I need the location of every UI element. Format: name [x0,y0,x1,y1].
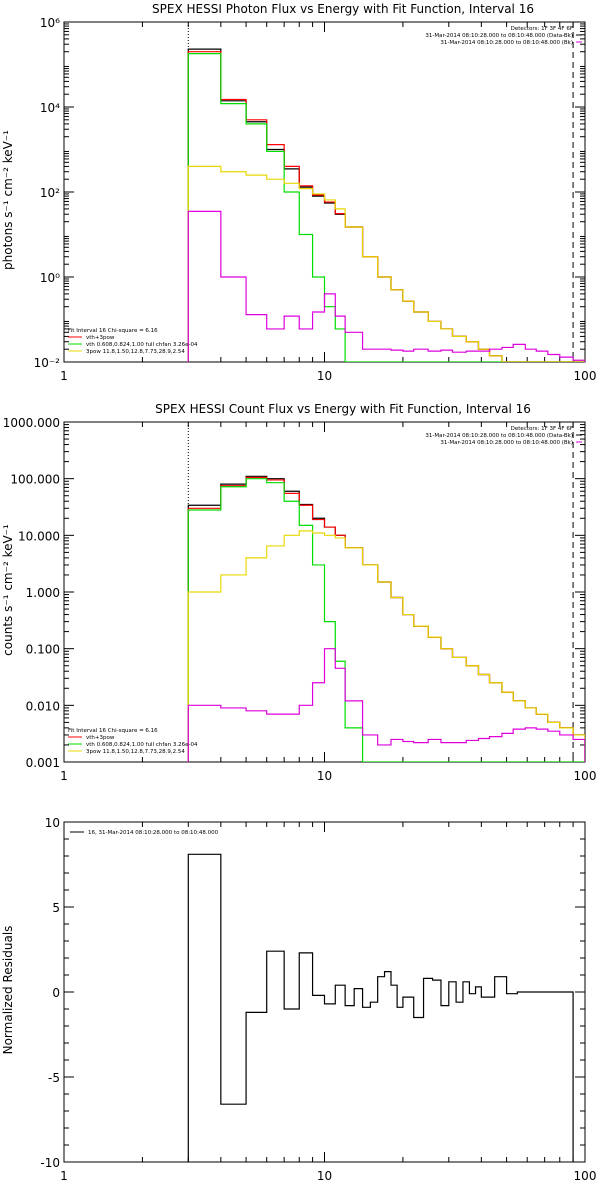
info-line: 31-Mar-2014 08:10:28.000 to 08:10:48.000… [440,440,573,446]
legend-entry: vth+3pow [86,735,115,741]
y-tick-label: 10.000 [18,529,60,543]
series-line-vth-3pow [187,51,585,362]
y-tick-label: 10⁻² [34,356,61,370]
legend-entry: 3pow 11.8,1.50,12.8,7.73,28.9,2.54 [86,349,185,355]
series-line-series4 [187,210,585,362]
y-tick-label: 10⁶ [40,16,60,30]
series-line-data [187,475,585,762]
info-line: 31-Mar-2014 08:10:28.000 to 08:10:48.000… [440,40,573,46]
legend-entry: vth+3pow [86,335,115,341]
x-tick-label: 10 [317,1169,332,1183]
x-tick-label: 1 [60,769,68,783]
series-line-vth [187,478,585,762]
photon-flux-panel: SPEX HESSI Photon Flux vs Energy with Fi… [1,2,596,383]
y-tick-label: 10⁰ [40,271,60,285]
y-tick-label: 10⁴ [40,101,60,115]
legend-entry: vth 0.608,0.824,1.00 full chfan 3.26e-04 [86,342,198,348]
legend-entry: 16, 31-Mar-2014 08:10:28.000 to 08:10:48… [88,830,219,836]
y-tick-label: 0.001 [26,756,60,770]
y-tick-label: 10² [40,186,60,200]
series-line-series0 [187,853,574,1162]
y-tick-label: 1.000 [26,586,60,600]
series-line-series4 [187,648,585,762]
series-line-vth [187,53,585,362]
y-tick-label: 0.010 [26,699,60,713]
panel2-ylabel: counts s⁻¹ cm⁻² keV⁻¹ [1,524,15,656]
series-line-3pow [187,530,585,762]
x-tick-label: 100 [574,1169,597,1183]
x-tick-label: 10 [317,769,332,783]
y-tick-label: -5 [48,1071,60,1085]
x-tick-label: 100 [574,369,597,383]
panel2-title: SPEX HESSI Count Flux vs Energy with Fit… [155,402,531,416]
info-line: Detectors: 1F 3F 4F 6F [511,26,573,32]
panel1-title: SPEX HESSI Photon Flux vs Energy with Fi… [152,2,534,16]
legend-entry: Fit Interval 16 Chi-square = 6.16 [68,728,158,734]
legend-entry: vth 0.608,0.824,1.00 full chfan 3.26e-04 [86,742,198,748]
count-flux-panel: SPEX HESSI Count Flux vs Energy with Fit… [1,402,596,783]
y-tick-label: 5 [52,901,60,915]
x-tick-label: 10 [317,369,332,383]
info-line: 31-Mar-2014 08:10:28.000 to 08:10:48.000… [425,33,573,39]
panel3-ylabel: Normalized Residuals [1,926,15,1055]
series-line-vth-3pow [187,476,585,762]
y-tick-label: 100.000 [10,473,60,487]
y-tick-label: 0 [52,986,60,1000]
legend-entry: 3pow 11.8,1.50,12.8,7.73,28.9,2.54 [86,749,185,755]
info-line: Detectors: 1F 3F 4F 6F [511,426,573,432]
x-tick-label: 100 [574,769,597,783]
info-line: 31-Mar-2014 08:10:28.000 to 08:10:48.000… [425,433,573,439]
series-line-3pow [187,165,585,362]
y-tick-label: 1000.000 [3,416,60,430]
y-tick-label: 0.100 [26,643,60,657]
legend-entry: Fit Interval 16 Chi-square = 6.16 [68,328,158,334]
y-tick-label: 10 [45,816,60,830]
x-tick-label: 1 [60,1169,68,1183]
y-tick-label: -10 [40,1156,60,1170]
residuals-panel: Normalized Residuals 1 10 100 -10 -5 0 5 10 16, … [1,816,596,1183]
x-tick-label: 1 [60,369,68,383]
panel1-ylabel: photons s⁻¹ cm⁻² keV⁻¹ [1,130,15,270]
